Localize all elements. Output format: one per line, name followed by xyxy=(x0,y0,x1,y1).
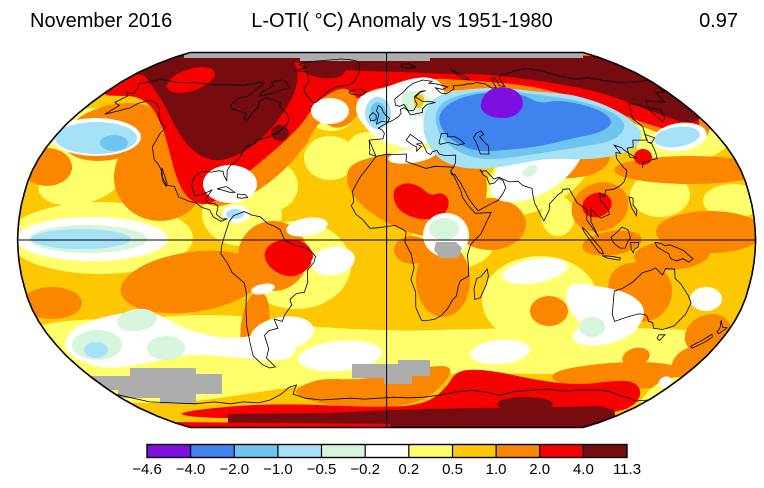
svg-text:0.2: 0.2 xyxy=(398,461,419,478)
svg-text:−0.5: −0.5 xyxy=(307,461,337,478)
svg-text:4.0: 4.0 xyxy=(573,461,594,478)
svg-text:1.0: 1.0 xyxy=(486,461,507,478)
svg-text:L-OTI( °C) Anomaly vs 1951-198: L-OTI( °C) Anomaly vs 1951-1980 xyxy=(251,10,552,32)
svg-text:−4.0: −4.0 xyxy=(176,461,206,478)
svg-text:0.5: 0.5 xyxy=(442,461,463,478)
svg-text:November 2016: November 2016 xyxy=(30,10,172,32)
svg-text:−4.6: −4.6 xyxy=(132,461,162,478)
svg-text:0.97: 0.97 xyxy=(699,10,738,32)
svg-text:11.3: 11.3 xyxy=(613,461,641,478)
svg-text:−2.0: −2.0 xyxy=(219,461,249,478)
svg-text:−0.2: −0.2 xyxy=(350,461,380,478)
svg-text:−1.0: −1.0 xyxy=(263,461,293,478)
svg-text:2.0: 2.0 xyxy=(529,461,550,478)
